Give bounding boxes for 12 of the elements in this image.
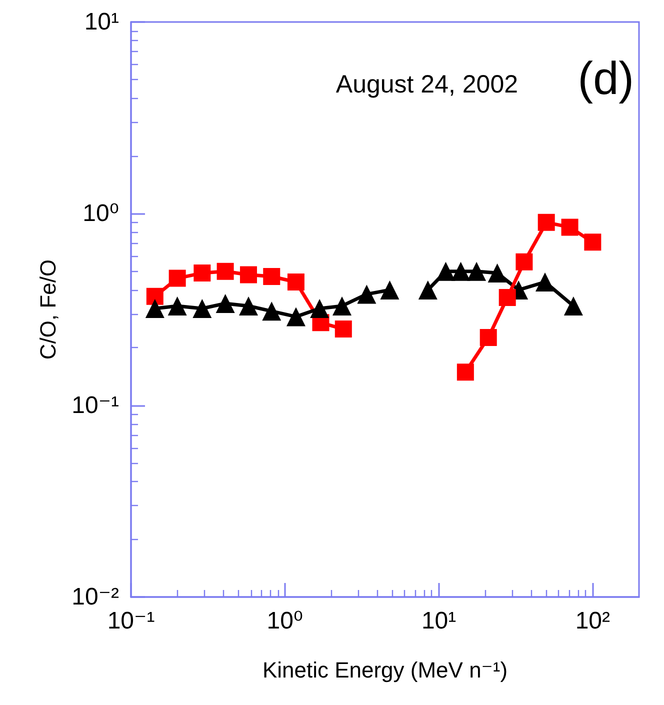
- y-tick-label: 10⁰: [82, 200, 119, 228]
- x-tick-label: 10¹: [421, 608, 456, 634]
- y-tick-label: 10⁻²: [72, 584, 120, 610]
- x-axis-title: Kinetic Energy (MeV n⁻¹): [262, 658, 508, 682]
- y-tick-label: 10⁻¹: [72, 392, 120, 419]
- y-axis-title: C/O, Fe/O: [36, 259, 60, 360]
- annotation: (d): [578, 52, 634, 104]
- x-tick-label: 10⁰: [266, 608, 304, 634]
- x-tick-label: 10⁻¹: [107, 608, 155, 634]
- annotation: August 24, 2002: [336, 70, 518, 98]
- x-tick-label: 10²: [575, 608, 610, 634]
- y-tick-label: 10¹: [84, 8, 120, 36]
